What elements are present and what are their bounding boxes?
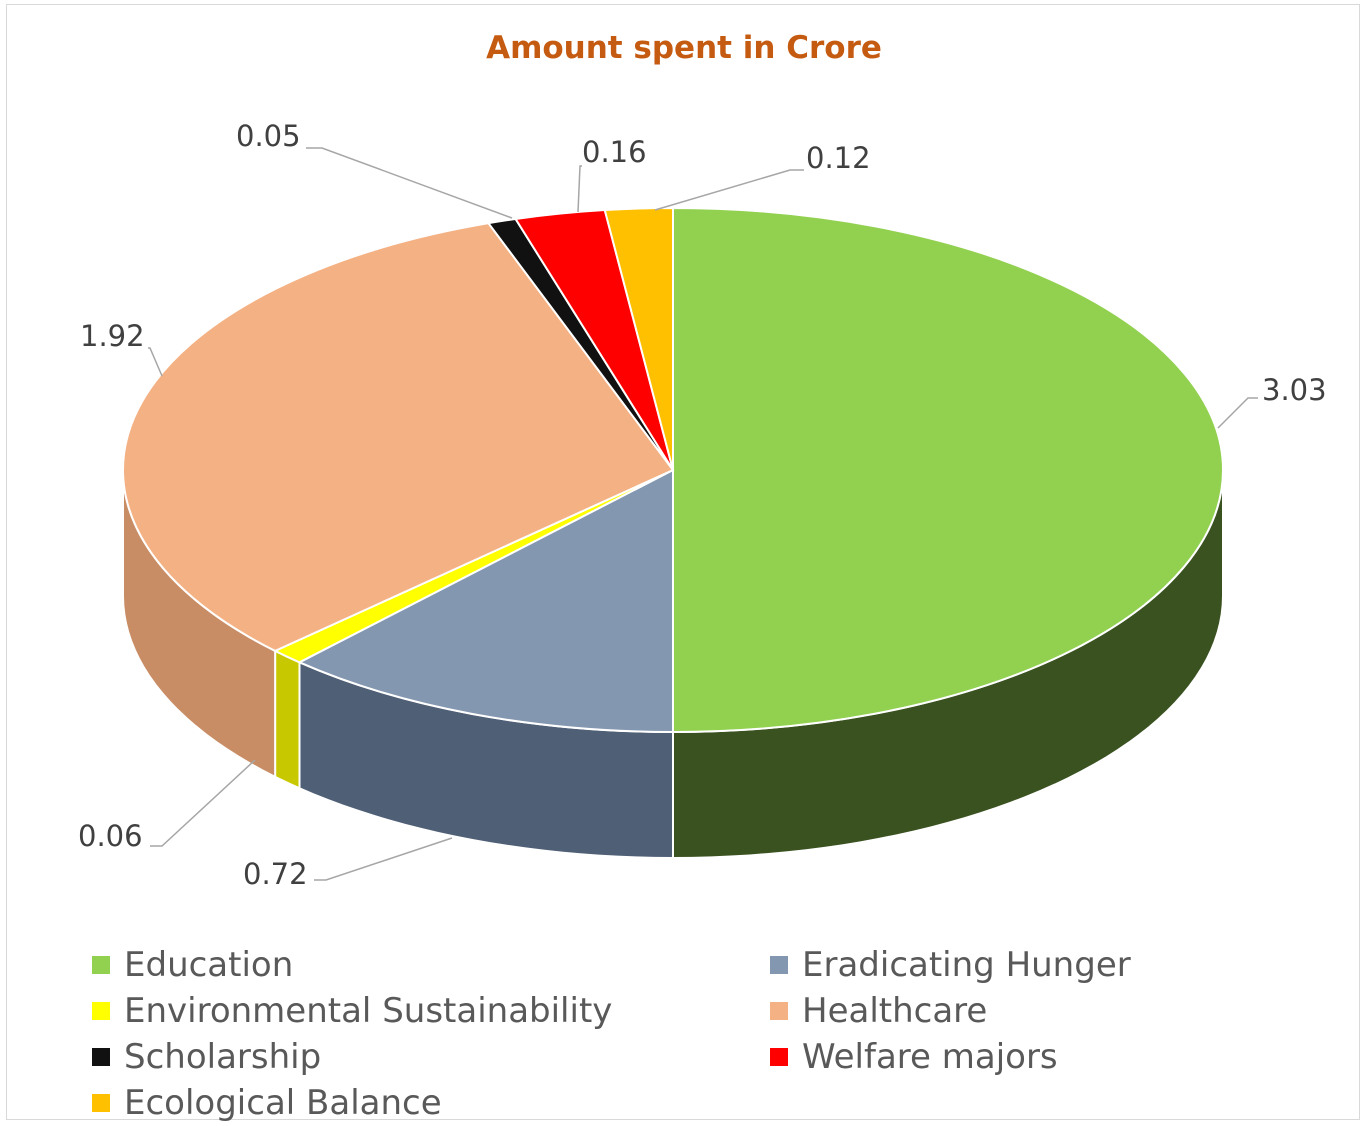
leader-line: [148, 347, 163, 377]
leader-line: [654, 169, 804, 211]
legend-label: Healthcare: [802, 991, 988, 1031]
legend-item: Eradicating Hunger: [770, 942, 1270, 988]
pie-chart: 3.03 0.72 0.06 1.92 0.05 0.16 0.12: [78, 119, 1327, 891]
legend-label: Scholarship: [124, 1037, 322, 1077]
data-label-education: 3.03: [1262, 373, 1327, 407]
pie-slice-eradicating-hunger: [297, 468, 674, 734]
legend-item: Healthcare: [770, 988, 1270, 1034]
legend-item: Scholarship: [92, 1034, 770, 1080]
leader-line: [306, 147, 513, 219]
legend-label: Eradicating Hunger: [802, 945, 1131, 985]
data-label-welfare-majors: 0.16: [582, 135, 647, 169]
data-label-environmental-sustainability: 0.06: [78, 819, 143, 853]
legend-label: Education: [124, 945, 294, 985]
pie-slice-healthcare: [122, 222, 675, 652]
leader-line: [577, 165, 582, 213]
data-label-healthcare: 1.92: [80, 319, 145, 353]
legend-swatch: [770, 956, 788, 974]
legend-item: Ecological Balance: [92, 1080, 770, 1126]
legend-label: Environmental Sustainability: [124, 991, 613, 1031]
chart-title: Amount spent in Crore: [486, 30, 882, 66]
legend-item: Environmental Sustainability: [92, 988, 770, 1034]
legend-swatch: [770, 1002, 788, 1020]
legend-label: Ecological Balance: [124, 1083, 442, 1123]
legend-swatch: [92, 1048, 110, 1066]
data-label-ecological-balance: 0.12: [806, 141, 871, 175]
leader-line: [150, 759, 256, 847]
leader-line: [1217, 397, 1258, 429]
pie-slice-education: [672, 206, 1224, 734]
legend-item: Education: [92, 942, 770, 988]
data-label-eradicating-hunger: 0.72: [243, 857, 308, 891]
legend-swatch: [92, 1002, 110, 1020]
legend-label: Welfare majors: [802, 1037, 1058, 1077]
legend-swatch: [92, 1094, 110, 1112]
data-label-scholarship: 0.05: [236, 119, 301, 153]
leader-line: [314, 837, 453, 881]
legend: Education Eradicating Hunger Environmental…: [92, 942, 1292, 1126]
pie-slice-ecological-balance: [603, 206, 674, 471]
legend-item: Welfare majors: [770, 1034, 1270, 1080]
pie-slice-side-environmental-sustainability: [274, 649, 301, 790]
legend-swatch: [770, 1048, 788, 1066]
legend-swatch: [92, 956, 110, 974]
